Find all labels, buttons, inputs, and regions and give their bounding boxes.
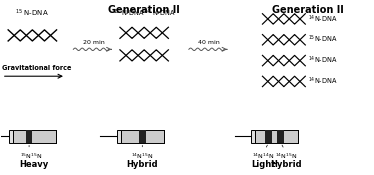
Text: 40 min: 40 min bbox=[199, 40, 220, 45]
Bar bbox=[9, 130, 13, 143]
Text: $^{14}$N$^{14}$N: $^{14}$N$^{14}$N bbox=[252, 151, 274, 161]
Text: $^{14}$N-DNA: $^{14}$N-DNA bbox=[308, 76, 338, 87]
Text: Light: Light bbox=[251, 160, 275, 169]
Bar bbox=[278, 130, 284, 143]
Text: $^{14}$N-DNA: $^{14}$N-DNA bbox=[308, 55, 338, 66]
Text: $^{15}$N-DNA: $^{15}$N-DNA bbox=[308, 34, 338, 45]
Text: Hybrid: Hybrid bbox=[270, 160, 302, 169]
Bar bbox=[266, 130, 272, 143]
FancyBboxPatch shape bbox=[13, 130, 56, 143]
Text: $^{14}$N-DNA: $^{14}$N-DNA bbox=[308, 13, 338, 24]
Bar bbox=[251, 130, 255, 143]
Text: 20 min: 20 min bbox=[83, 40, 105, 45]
Bar bbox=[139, 130, 145, 143]
Text: Generation II: Generation II bbox=[108, 5, 180, 15]
Text: $^{15}$N$^{15}$N: $^{15}$N$^{15}$N bbox=[20, 151, 42, 161]
Text: $^{14}$N$^{15}$N: $^{14}$N$^{15}$N bbox=[275, 151, 297, 161]
Text: Generation II: Generation II bbox=[272, 5, 344, 15]
Text: $^{14}$ N-DNA: $^{14}$ N-DNA bbox=[144, 8, 176, 19]
Text: $^{15}$ N-DNA: $^{15}$ N-DNA bbox=[113, 8, 145, 19]
Text: $^{14}$N$^{15}$N: $^{14}$N$^{15}$N bbox=[131, 151, 153, 161]
Text: Heavy: Heavy bbox=[19, 160, 49, 169]
Bar bbox=[117, 130, 121, 143]
FancyBboxPatch shape bbox=[121, 130, 164, 143]
FancyBboxPatch shape bbox=[255, 130, 298, 143]
Text: Gravitational force: Gravitational force bbox=[2, 65, 71, 71]
Text: Hybrid: Hybrid bbox=[126, 160, 158, 169]
Bar bbox=[26, 130, 33, 143]
Text: $^{15}$ N-DNA: $^{15}$ N-DNA bbox=[15, 8, 49, 19]
